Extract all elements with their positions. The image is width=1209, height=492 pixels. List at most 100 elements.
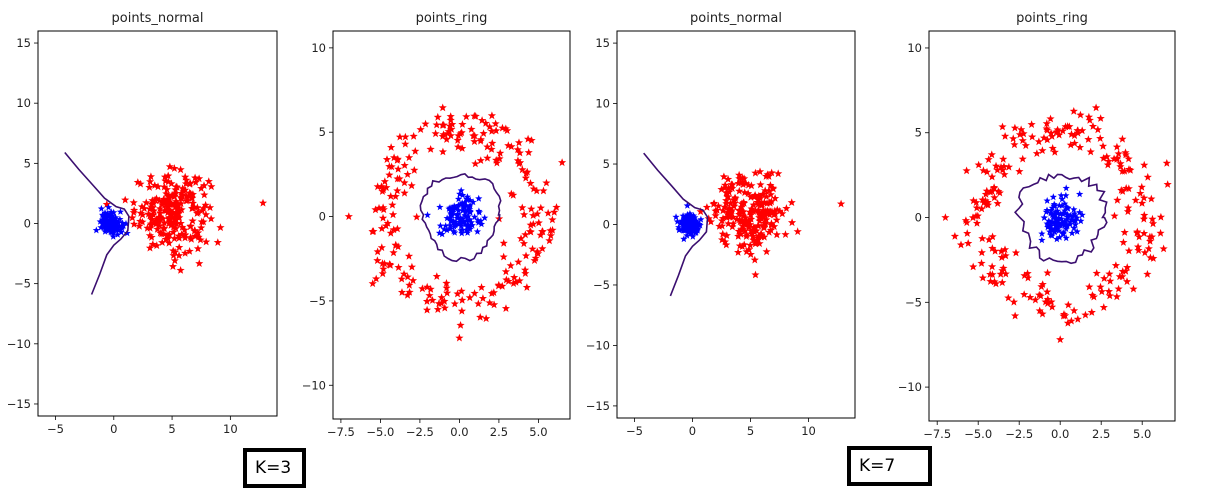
data-point [487, 145, 496, 153]
y-tick-label: 15 [16, 36, 31, 50]
data-point [483, 153, 492, 162]
data-point [550, 208, 559, 216]
data-point [501, 124, 510, 133]
x-tick-label: −5 [626, 424, 643, 438]
data-point [986, 270, 995, 278]
x-tick-label: −5 [47, 422, 64, 436]
data-point [160, 206, 169, 215]
data-point [140, 204, 149, 212]
data-point [1070, 217, 1078, 224]
data-point [766, 190, 775, 199]
data-point [714, 201, 723, 210]
data-point [1053, 125, 1062, 134]
data-point [510, 273, 519, 281]
data-point [397, 274, 406, 283]
data-point [742, 247, 751, 256]
data-point [1038, 309, 1047, 318]
data-point [1070, 210, 1078, 217]
data-point [1043, 197, 1051, 204]
data-point [458, 200, 466, 208]
data-point [194, 232, 203, 241]
data-point [744, 245, 753, 254]
data-point [138, 217, 147, 226]
data-point [515, 276, 524, 285]
data-point [747, 215, 756, 223]
data-point [973, 211, 982, 220]
data-point [1126, 166, 1135, 174]
data-point [994, 187, 1003, 195]
data-point [409, 132, 418, 140]
data-point [1043, 287, 1052, 296]
data-point [1116, 159, 1125, 168]
data-point [758, 190, 767, 198]
data-point [108, 212, 116, 219]
data-point [437, 299, 446, 307]
y-tick-label: −5 [905, 295, 922, 309]
data-point [1000, 245, 1010, 254]
data-point [187, 235, 196, 243]
plot-area [643, 152, 846, 297]
data-point [443, 288, 452, 297]
data-point [107, 227, 115, 234]
x-tick-label: 10 [801, 424, 816, 438]
data-point [194, 208, 203, 216]
data-point [446, 131, 455, 140]
data-point [962, 166, 971, 175]
data-point [1084, 135, 1093, 143]
y-tick-label: 5 [603, 157, 610, 171]
data-point [986, 277, 995, 285]
data-point [1105, 291, 1114, 300]
data-point [752, 238, 761, 247]
data-point [1061, 311, 1070, 320]
x-tick-label: 2.5 [490, 425, 508, 439]
data-point [412, 212, 421, 221]
data-point [146, 220, 155, 229]
data-point [451, 220, 459, 228]
data-point [1092, 103, 1101, 112]
data-point [186, 233, 195, 241]
data-point [442, 222, 450, 229]
data-point [538, 244, 547, 253]
data-point [993, 165, 1002, 174]
data-point [1118, 272, 1127, 281]
data-point [461, 211, 469, 219]
data-point [383, 219, 392, 227]
data-point [379, 203, 388, 212]
data-point [1043, 295, 1052, 303]
data-point [1062, 222, 1071, 230]
data-point [394, 263, 403, 271]
data-point [446, 112, 455, 120]
data-point [1058, 220, 1066, 227]
data-point [738, 178, 747, 186]
data-point [454, 131, 463, 140]
data-point [405, 288, 414, 296]
data-point [485, 122, 494, 131]
y-tick-label: −10 [7, 337, 31, 351]
data-point [1086, 147, 1095, 156]
data-point [956, 240, 966, 249]
data-point [165, 162, 174, 171]
data-point [723, 192, 732, 201]
data-point [1000, 170, 1009, 179]
data-point [746, 193, 755, 201]
data-point [123, 229, 131, 237]
data-point [718, 214, 728, 222]
data-point [382, 183, 391, 192]
data-point [459, 206, 467, 214]
data-point [1121, 266, 1130, 275]
data-point [146, 172, 155, 181]
x-tick-label: −5.0 [366, 425, 394, 439]
data-point [1139, 193, 1149, 202]
data-point [1055, 227, 1063, 234]
data-point [1104, 287, 1113, 295]
data-point [534, 218, 543, 227]
data-point [990, 183, 999, 191]
data-point [458, 144, 467, 152]
data-point [1011, 311, 1020, 320]
data-point [151, 195, 160, 204]
data-point [685, 228, 693, 236]
data-point [1070, 139, 1079, 147]
data-point [1023, 269, 1032, 277]
data-point [1010, 140, 1019, 149]
data-point [1062, 234, 1070, 242]
